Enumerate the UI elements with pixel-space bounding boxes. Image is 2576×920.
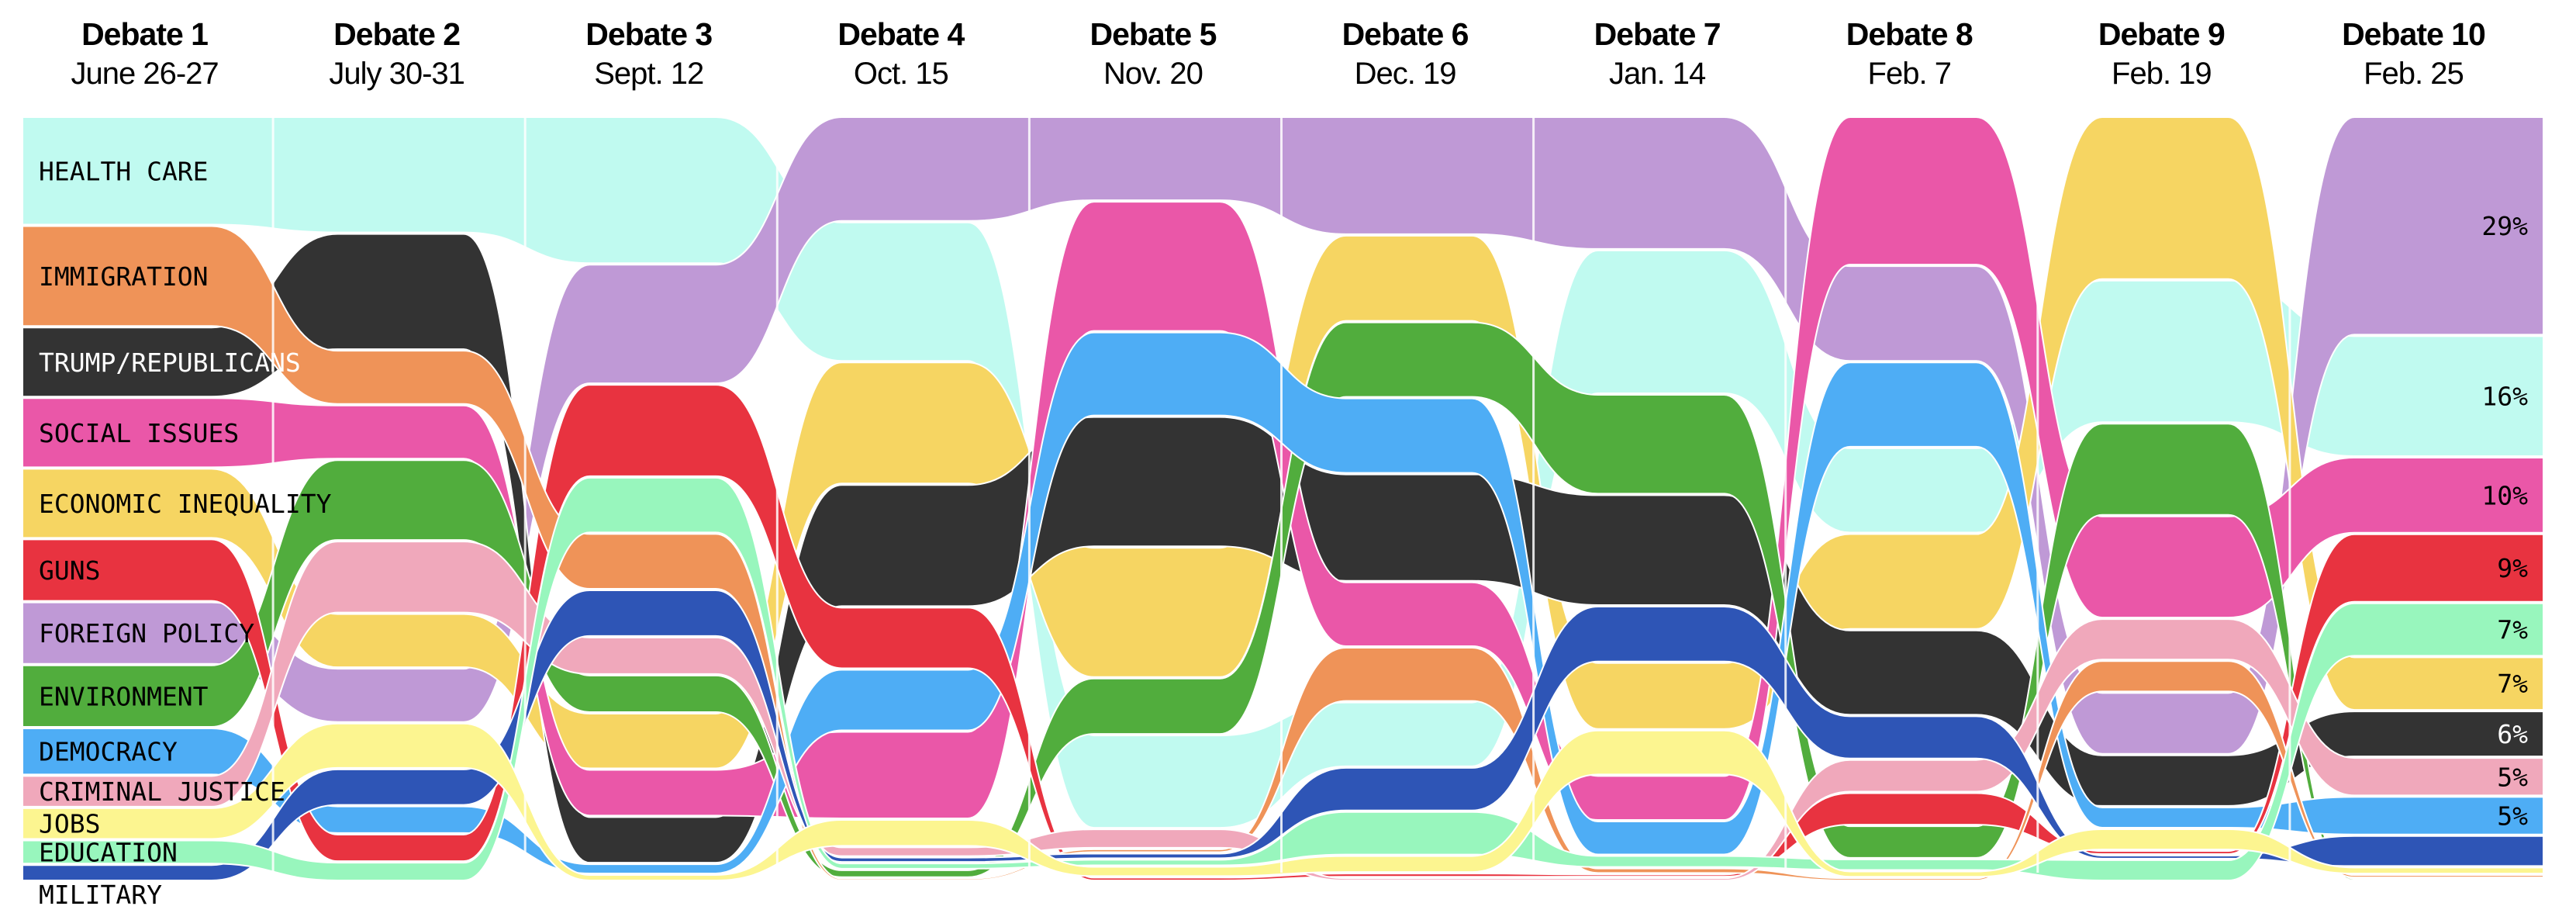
topic-label-econ: ECONOMIC INEQUALITY xyxy=(39,489,332,519)
debate-header: Debate 9 Feb. 19 xyxy=(2029,16,2293,95)
debate-header: Debate 10 Feb. 25 xyxy=(2281,16,2545,95)
debate-header: Debate 5 Nov. 20 xyxy=(1021,16,1285,95)
bands-layer xyxy=(22,116,2544,882)
percent-label-social: 10% xyxy=(2481,480,2528,510)
percent-label-justice: 5% xyxy=(2497,762,2528,792)
debate-title: Debate 10 xyxy=(2342,16,2486,52)
debate-date: Jan. 14 xyxy=(1609,57,1706,91)
percent-label-trump: 6% xyxy=(2497,719,2528,749)
percent-label-democracy: 5% xyxy=(2497,801,2528,832)
percent-label-health: 16% xyxy=(2481,382,2528,412)
topic-label-immigration: IMMIGRATION xyxy=(39,261,209,292)
debate-header: Debate 2 July 30-31 xyxy=(265,16,529,95)
topic-label-military: MILITARY xyxy=(39,880,162,910)
topic-label-jobs: JOBS xyxy=(39,809,100,839)
topic-labels-layer: HEALTH CARE IMMIGRATION TRUMP/REPUBLICANS S… xyxy=(39,156,332,910)
debate-date: June 26-27 xyxy=(71,57,219,91)
debate-title: Debate 1 xyxy=(81,16,209,52)
debate-title: Debate 5 xyxy=(1089,16,1217,52)
band-jobs xyxy=(22,722,2544,881)
topic-label-social: SOCIAL ISSUES xyxy=(39,418,239,448)
debate-title: Debate 2 xyxy=(333,16,461,52)
topic-label-health: HEALTH CARE xyxy=(39,156,209,186)
topic-label-guns: GUNS xyxy=(39,555,100,586)
percent-label-econ: 7% xyxy=(2497,669,2528,699)
band-foreign xyxy=(22,116,2544,755)
debate-header: Debate 3 Sept. 12 xyxy=(517,16,781,95)
debate-title: Debate 6 xyxy=(1342,16,1469,52)
debate-date: Dec. 19 xyxy=(1354,57,1457,91)
debate-date: Feb. 19 xyxy=(2112,57,2212,91)
debate-title: Debate 9 xyxy=(2098,16,2226,52)
topic-label-foreign: FOREIGN POLICY xyxy=(39,618,254,648)
debate-header: Debate 8 Feb. 7 xyxy=(1777,16,2041,95)
debate-date: July 30-31 xyxy=(329,57,465,91)
debate-header: Debate 1 June 26-27 xyxy=(13,16,277,95)
debate-header: Debate 6 Dec. 19 xyxy=(1273,16,1537,95)
debate-date: Feb. 25 xyxy=(2364,57,2464,91)
debate-title: Debate 4 xyxy=(837,16,965,52)
topic-label-trump: TRUMP/REPUBLICANS xyxy=(39,348,301,378)
topic-label-justice: CRIMINAL JUSTICE xyxy=(39,776,285,807)
percent-labels-layer: 29% 16% 10% 9% 7% 7% 6% 5% 5% xyxy=(2481,211,2528,831)
debate-header: Debate 4 Oct. 15 xyxy=(769,16,1033,95)
topic-label-democracy: DEMOCRACY xyxy=(39,737,178,767)
column-dividers xyxy=(271,117,2291,873)
topic-label-education: EDUCATION xyxy=(39,837,178,867)
debate-date: Sept. 12 xyxy=(594,57,704,91)
percent-label-guns: 9% xyxy=(2497,553,2528,583)
debate-title: Debate 3 xyxy=(585,16,713,52)
percent-label-education: 7% xyxy=(2497,615,2528,645)
debate-date: Nov. 20 xyxy=(1103,57,1203,91)
band-immigration xyxy=(22,225,2544,881)
percent-label-foreign: 29% xyxy=(2481,211,2528,241)
band-democracy xyxy=(22,331,2544,874)
debate-title: Debate 7 xyxy=(1594,16,1721,52)
debate-title: Debate 8 xyxy=(1846,16,1973,52)
band-education xyxy=(22,476,2544,881)
topic-label-environment: ENVIRONMENT xyxy=(39,681,209,711)
debate-header: Debate 7 Jan. 14 xyxy=(1525,16,1789,95)
debate-date: Oct. 15 xyxy=(853,57,949,91)
debate-date: Feb. 7 xyxy=(1867,57,1952,91)
